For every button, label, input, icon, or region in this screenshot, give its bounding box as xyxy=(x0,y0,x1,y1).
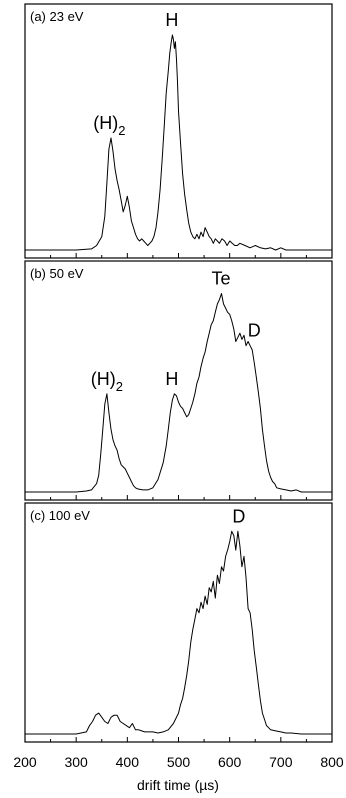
series-line-panel-3 xyxy=(25,530,332,735)
peak-label-1-1: (H)2 xyxy=(93,113,125,138)
peak-label-text: (H) xyxy=(91,369,116,389)
panel-label-3: (c) 100 eV xyxy=(30,508,90,523)
panel-frame-1 xyxy=(24,3,333,259)
panel-label-1: (a) 23 eV xyxy=(30,9,84,24)
peak-label-text: D xyxy=(232,506,245,526)
x-tick-label-600: 600 xyxy=(218,754,242,770)
x-tick-label-500: 500 xyxy=(167,754,191,770)
x-axis-label: drift time (µs) xyxy=(137,777,219,793)
peak-label-2-2: H xyxy=(165,369,178,389)
x-axis-ticks: 200 300 400 500 600 700 800 xyxy=(13,253,344,770)
x-tick-label-300: 300 xyxy=(64,754,88,770)
x-tick-label-400: 400 xyxy=(116,754,140,770)
series-line-panel-2 xyxy=(25,293,332,493)
panel-label-2: (b) 50 eV xyxy=(30,266,84,281)
panel-labels: (a) 23 eV (b) 50 eV (c) 100 eV xyxy=(30,9,90,523)
panel-frame-2 xyxy=(24,260,333,501)
peak-label-1-2: H xyxy=(165,10,178,30)
panel-frame-3 xyxy=(24,502,333,743)
peak-label-text: Te xyxy=(211,268,230,288)
peak-label-text: H xyxy=(165,369,178,389)
peak-label-2-1: (H)2 xyxy=(91,369,123,394)
peak-label-3-1: D xyxy=(232,506,245,526)
traces xyxy=(25,34,332,735)
peak-label-subscript: 2 xyxy=(118,123,125,138)
peak-label-subscript: 2 xyxy=(116,379,123,394)
peak-label-text: H xyxy=(165,10,178,30)
peak-label-text: D xyxy=(248,321,261,341)
peak-label-2-4: D xyxy=(248,321,261,341)
peak-label-text: (H) xyxy=(93,113,118,133)
peak-label-2-3: Te xyxy=(211,268,230,288)
series-line-panel-1 xyxy=(25,34,332,251)
x-tick-label-700: 700 xyxy=(269,754,293,770)
x-tick-label-200: 200 xyxy=(13,754,37,770)
x-tick-label-800: 800 xyxy=(320,754,344,770)
